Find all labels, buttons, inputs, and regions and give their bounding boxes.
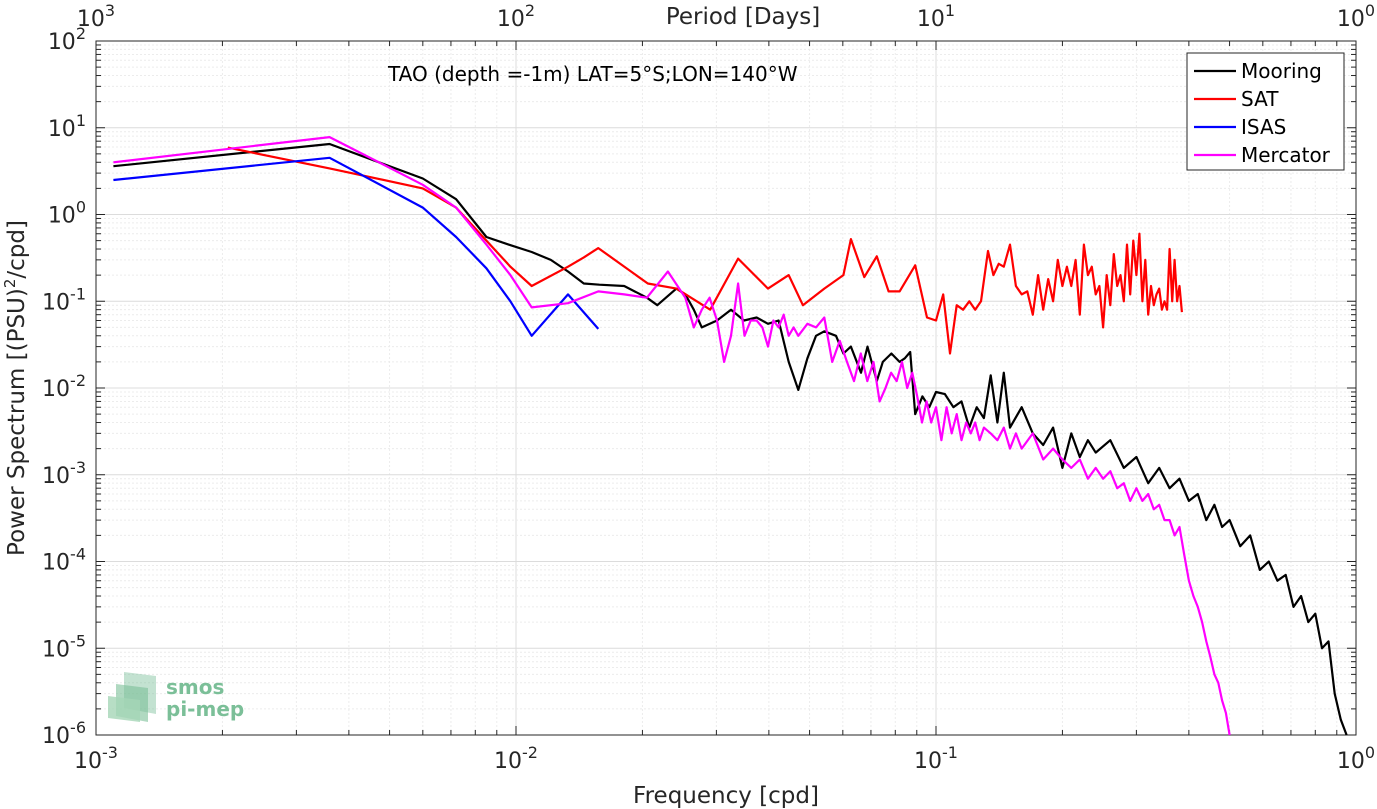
top-tick-label-exp: 3: [105, 1, 115, 20]
x-tick-label-base: 10: [1337, 749, 1365, 774]
x-tick-label-base: 10: [914, 749, 942, 774]
top-tick-label: 101: [917, 1, 955, 32]
top-tick-label: 102: [497, 1, 535, 32]
y-tick-label-exp: -5: [70, 631, 86, 650]
top-tick-label: 100: [1337, 1, 1375, 32]
legend-label-mooring: Mooring: [1241, 59, 1322, 83]
y-tick-label-base: 10: [42, 724, 70, 749]
series-line-isas: [113, 156, 600, 337]
y-tick-label-exp: 2: [76, 24, 86, 43]
y-tick-label-exp: -6: [70, 718, 86, 737]
y-tick-label: 10-6: [42, 718, 86, 749]
y-tick-label-base: 10: [42, 290, 70, 315]
y-axis-title-sup: 2: [1, 279, 19, 289]
series-layer: [113, 136, 1348, 736]
y-tick-label-base: 10: [42, 637, 70, 662]
chart-annotation: TAO (depth =-1m) LAT=5°S;LON=140°W: [387, 62, 798, 86]
legend-label-isas: ISAS: [1241, 115, 1286, 139]
top-tick-label-base: 10: [77, 7, 105, 32]
y-axis-title: Power Spectrum [(PSU)2/cpd]: [1, 220, 30, 556]
y-tick-label: 10-5: [42, 631, 86, 662]
y-tick-label-base: 10: [42, 464, 70, 489]
x-tick-label-exp: -3: [102, 743, 118, 762]
y-tick-label: 10-1: [42, 284, 86, 315]
y-tick-label: 10-3: [42, 458, 86, 489]
smos-pi-mep-logo: smos pi-mep: [108, 672, 244, 722]
x-tick-label-exp: 0: [1365, 743, 1375, 762]
logo-text-pimep: pi-mep: [166, 697, 244, 721]
y-tick-label: 101: [48, 111, 86, 142]
top-tick-label-exp: 1: [945, 1, 955, 20]
x-tick-label-exp: -1: [942, 743, 958, 762]
y-tick-label: 10-2: [42, 371, 86, 402]
top-tick-label: 103: [77, 1, 115, 32]
y-tick-label-base: 10: [48, 117, 76, 142]
y-tick-label-exp: -1: [70, 284, 86, 303]
tick-marks: [95, 40, 1356, 736]
y-axis-title-main: Power Spectrum [(PSU): [4, 288, 30, 556]
top-tick-label-base: 10: [1337, 7, 1365, 32]
x-tick-label-base: 10: [494, 749, 522, 774]
legend-box: [1186, 52, 1345, 171]
y-tick-label-base: 10: [48, 30, 76, 55]
series-line-mercator: [113, 136, 1231, 736]
y-tick-label-exp: -3: [70, 458, 86, 477]
logo-text-smos: smos: [166, 675, 224, 699]
series-line-mooring: [113, 142, 1348, 736]
y-axis-title-tail: /cpd]: [4, 220, 30, 279]
x-tick-label: 10-1: [914, 743, 958, 774]
top-axis-title: Period [Days]: [666, 4, 820, 30]
y-tick-label-exp: -4: [70, 545, 86, 564]
series-line-sat: [227, 146, 1183, 355]
legend: Mooring SAT ISAS Mercator: [1186, 52, 1345, 171]
legend-label-sat: SAT: [1241, 87, 1279, 111]
y-tick-label-base: 10: [48, 204, 76, 229]
top-tick-label-exp: 0: [1365, 1, 1375, 20]
y-tick-label-base: 10: [42, 551, 70, 576]
y-tick-label-exp: 1: [76, 111, 86, 130]
logo-mark-front: [108, 696, 140, 722]
y-tick-label-exp: -2: [70, 371, 86, 390]
x-tick-label: 100: [1337, 743, 1375, 774]
x-tick-label: 10-2: [494, 743, 538, 774]
y-tick-label: 100: [48, 198, 86, 229]
x-tick-label-exp: -2: [522, 743, 538, 762]
x-tick-label-base: 10: [74, 749, 102, 774]
grid: [95, 41, 1356, 735]
y-tick-label-exp: 0: [76, 198, 86, 217]
top-tick-label-base: 10: [917, 7, 945, 32]
legend-label-mercator: Mercator: [1241, 143, 1331, 167]
top-tick-label-exp: 2: [525, 1, 535, 20]
top-tick-label-base: 10: [497, 7, 525, 32]
y-tick-label: 10-4: [42, 545, 86, 576]
x-axis-title: Frequency [cpd]: [633, 783, 819, 809]
y-tick-label-base: 10: [42, 377, 70, 402]
y-tick-label: 102: [48, 24, 86, 55]
x-tick-label: 10-3: [74, 743, 118, 774]
